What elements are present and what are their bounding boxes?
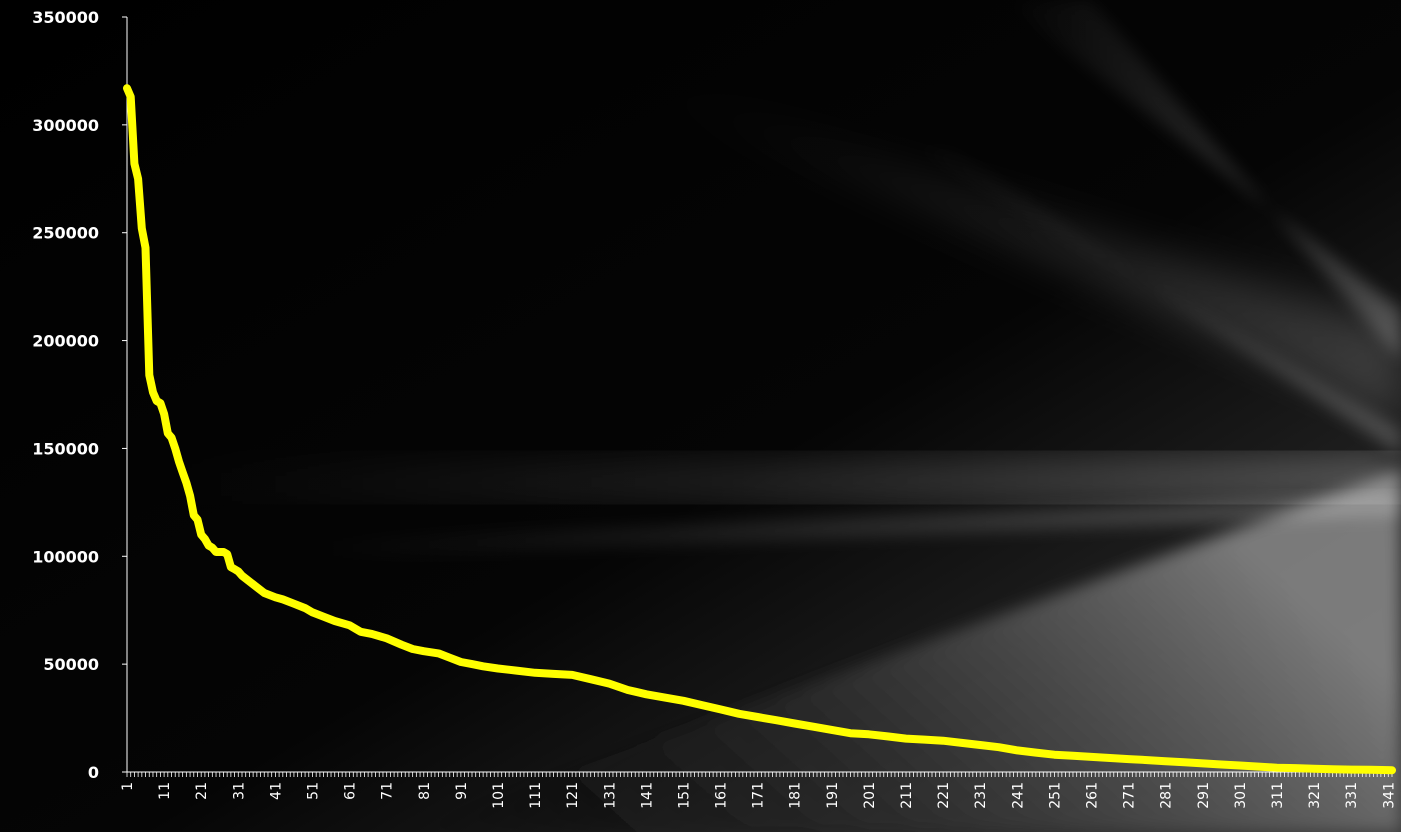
series-line xyxy=(123,84,1396,775)
x-tick-label: 71 xyxy=(380,782,396,800)
x-tick-label: 171 xyxy=(751,782,767,809)
x-tick-label: 11 xyxy=(157,782,173,800)
x-tick-label: 101 xyxy=(491,782,507,809)
x-tick-label: 341 xyxy=(1381,782,1397,809)
x-tick-label: 31 xyxy=(231,782,247,800)
y-tick-label: 0 xyxy=(88,763,99,782)
x-tick-label: 321 xyxy=(1307,782,1323,809)
x-tick-label: 271 xyxy=(1122,782,1138,809)
x-tick-label: 191 xyxy=(825,782,841,809)
x-tick-label: 261 xyxy=(1085,782,1101,809)
x-tick-label: 51 xyxy=(305,782,321,800)
x-tick-label: 1 xyxy=(120,782,136,791)
y-tick-label: 250000 xyxy=(32,224,99,243)
x-tick-label: 111 xyxy=(528,782,544,809)
x-tick-label: 141 xyxy=(639,782,655,809)
x-tick-label: 291 xyxy=(1196,782,1212,809)
x-tick-label: 91 xyxy=(454,782,470,800)
x-tick-label: 181 xyxy=(788,782,804,809)
y-axis-ticks: 0 50000 100000 150000 200000 250000 300000 3500… xyxy=(32,8,127,782)
x-tick-label: 161 xyxy=(714,782,730,809)
x-tick-label: 201 xyxy=(862,782,878,809)
x-tick-label: 251 xyxy=(1047,782,1063,809)
x-tick-label: 231 xyxy=(973,782,989,809)
x-tick-label: 331 xyxy=(1344,782,1360,809)
x-tick-label: 211 xyxy=(899,782,915,809)
x-tick-label: 281 xyxy=(1159,782,1175,809)
y-tick-label: 200000 xyxy=(32,332,99,351)
x-tick-label: 131 xyxy=(602,782,618,809)
x-tick-label: 301 xyxy=(1233,782,1249,809)
series-group xyxy=(123,84,1396,775)
y-tick-label: 100000 xyxy=(32,547,99,566)
x-tick-label: 241 xyxy=(1010,782,1026,809)
y-tick-label: 300000 xyxy=(32,116,99,135)
y-tick-label: 150000 xyxy=(32,439,99,458)
x-tick-label: 61 xyxy=(343,782,359,800)
axes xyxy=(126,17,1392,773)
x-tick-label: 21 xyxy=(194,782,210,800)
x-tick-label: 81 xyxy=(417,782,433,800)
y-tick-label: 350000 xyxy=(32,8,99,27)
x-axis-ticks: 1 11 21 31 41 51 61 71 81 91 101 111 121 131 141 151 161… xyxy=(120,772,1397,809)
y-tick-label: 50000 xyxy=(43,655,99,674)
x-tick-label: 221 xyxy=(936,782,952,809)
x-tick-label: 41 xyxy=(268,782,284,800)
x-tick-label: 121 xyxy=(565,782,581,809)
x-tick-label: 311 xyxy=(1270,782,1286,809)
x-tick-label: 151 xyxy=(676,782,692,809)
